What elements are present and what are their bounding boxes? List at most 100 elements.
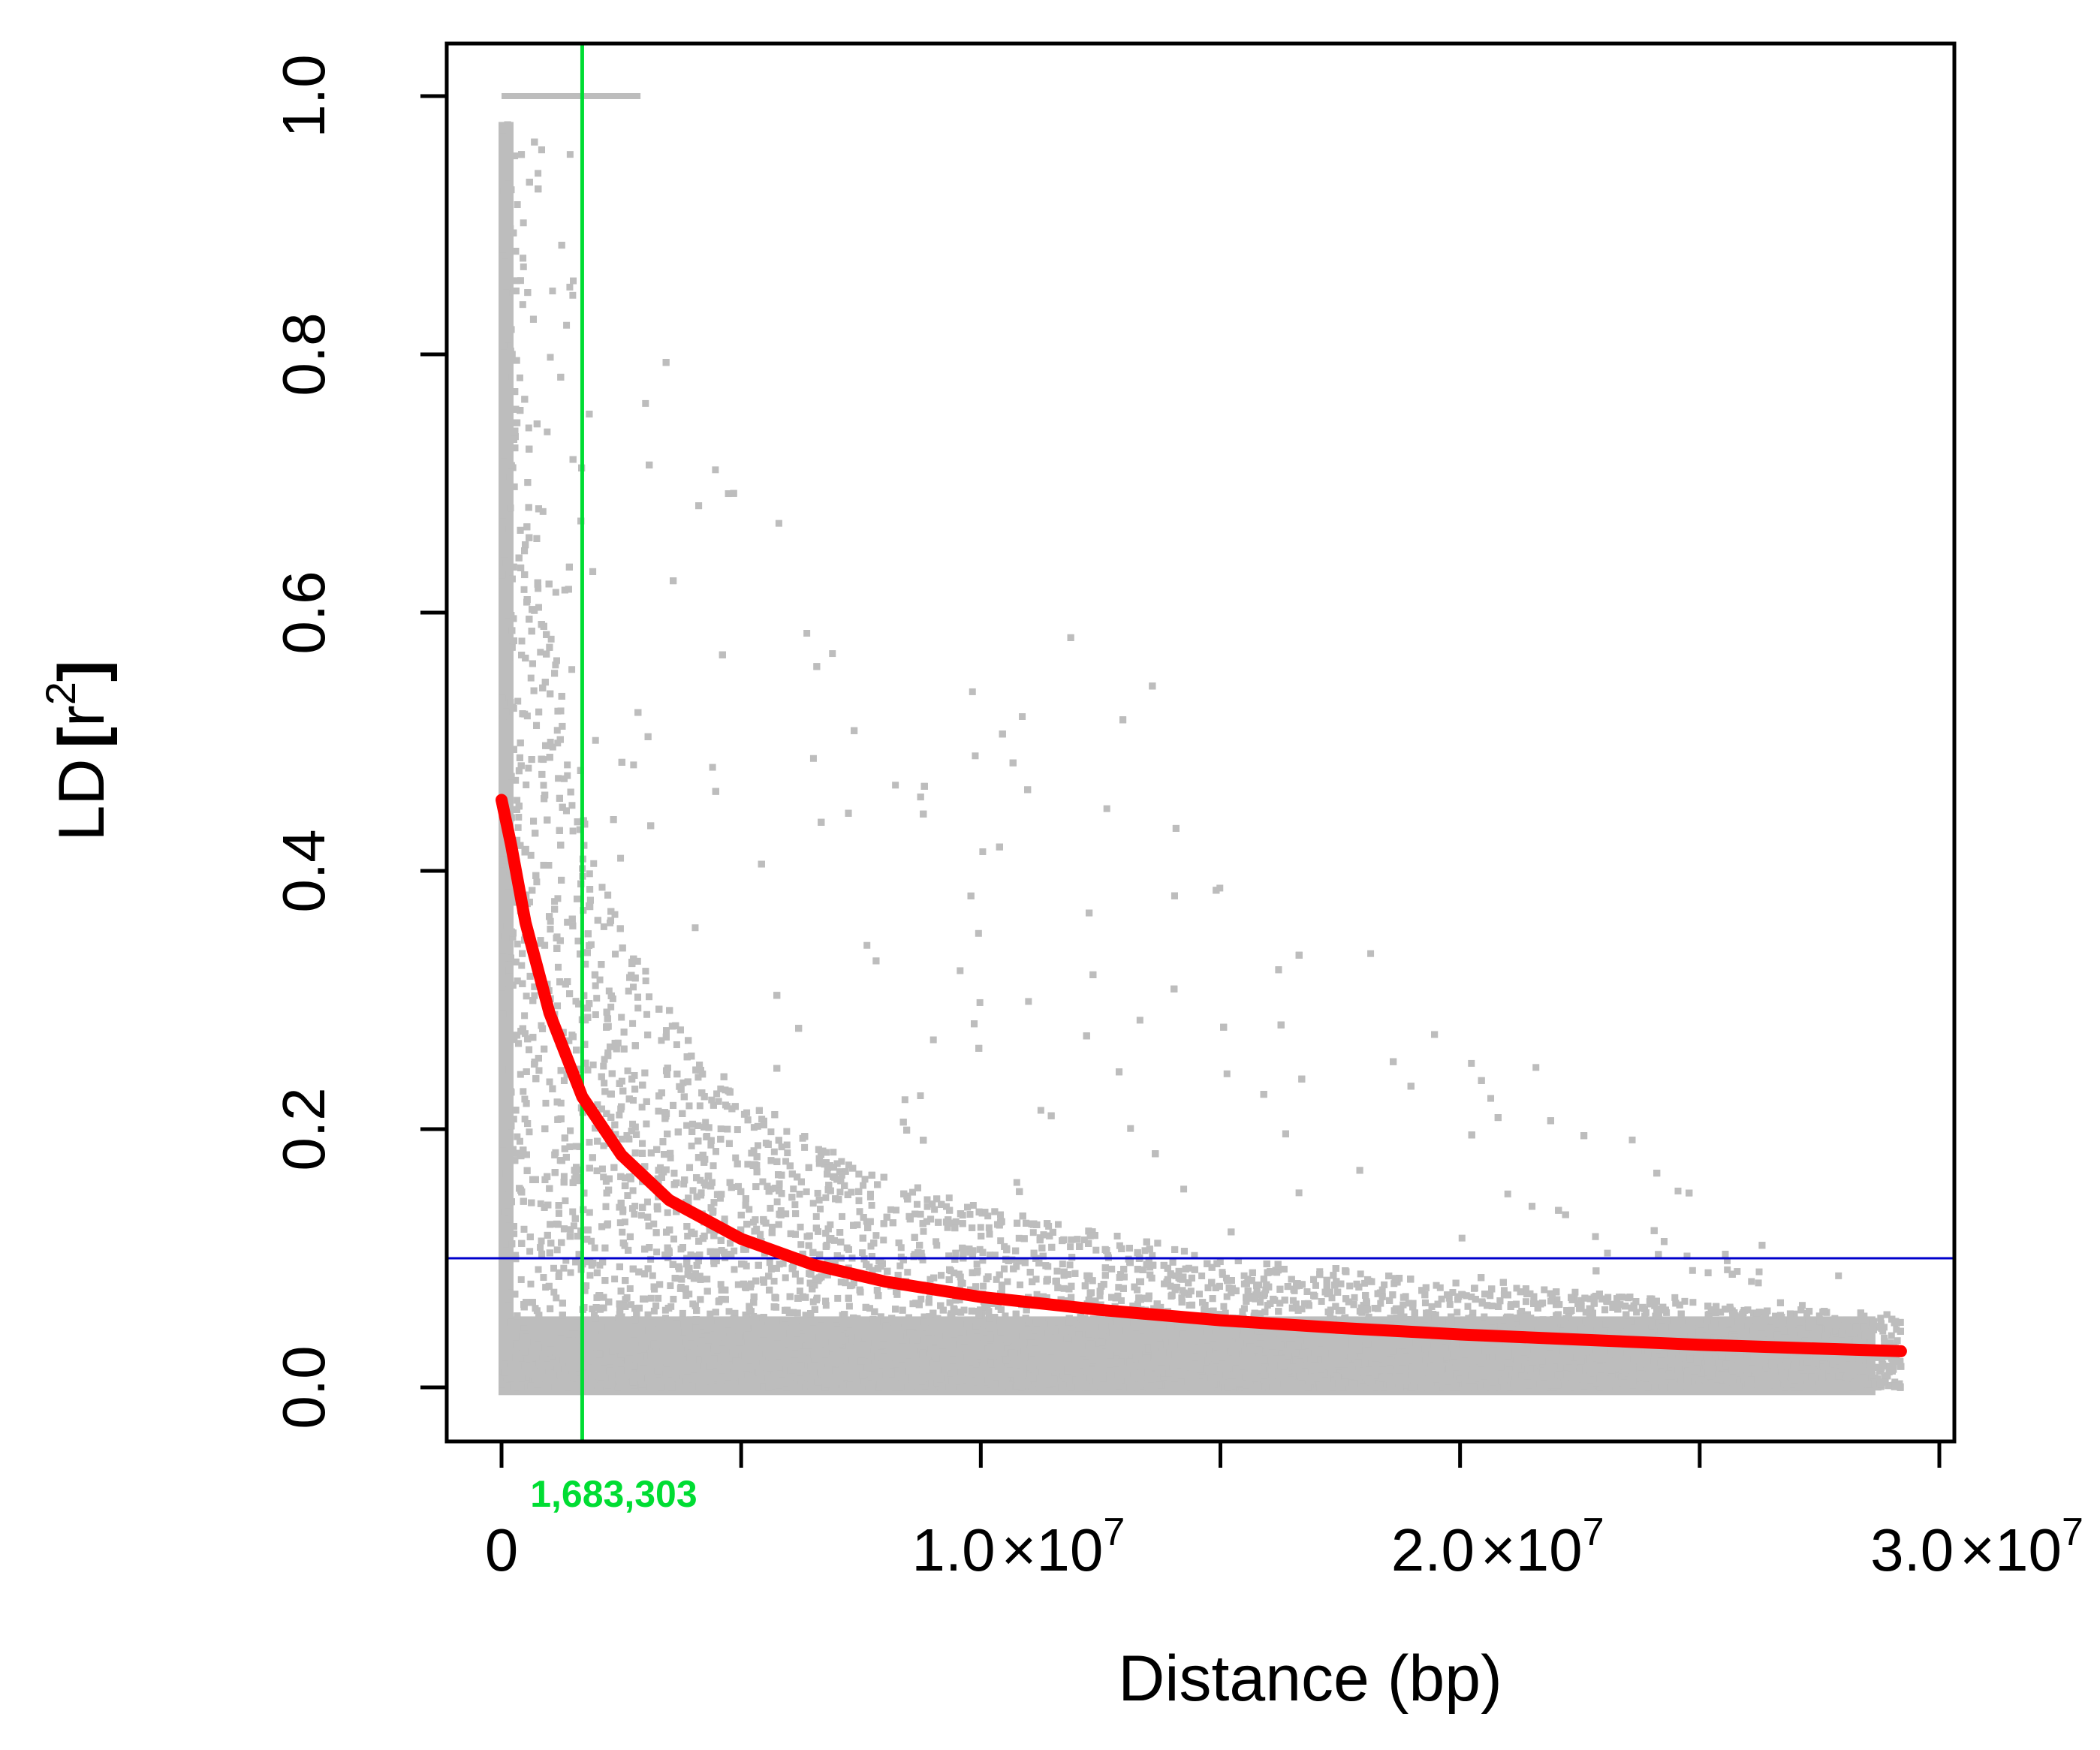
scatter-point bbox=[829, 650, 836, 658]
scatter-point bbox=[1138, 1356, 1146, 1363]
scatter-point bbox=[1734, 1268, 1741, 1276]
scatter-point bbox=[1198, 1272, 1206, 1279]
scatter-point bbox=[673, 1041, 680, 1049]
scatter-point bbox=[512, 1252, 520, 1259]
scatter-point bbox=[997, 1237, 1005, 1245]
scatter-point bbox=[1530, 1293, 1538, 1300]
scatter-point bbox=[618, 1135, 625, 1143]
scatter-point bbox=[979, 848, 987, 855]
scatter-point bbox=[566, 151, 574, 158]
scatter-point bbox=[1019, 713, 1026, 721]
scatter-point bbox=[538, 1237, 545, 1245]
scatter-point bbox=[1303, 1288, 1311, 1296]
scatter-point bbox=[537, 1200, 544, 1207]
scatter-point bbox=[766, 1259, 773, 1267]
scatter-point bbox=[1037, 1107, 1044, 1114]
scatter-point bbox=[554, 963, 562, 971]
scatter-point bbox=[1222, 1309, 1229, 1317]
scatter-point bbox=[1105, 1315, 1113, 1322]
scatter-point bbox=[1724, 1266, 1731, 1273]
scatter-point bbox=[1395, 1320, 1403, 1327]
scatter-point bbox=[842, 1167, 849, 1175]
scatter-point bbox=[684, 1349, 691, 1357]
scatter-point bbox=[631, 1203, 639, 1210]
scatter-point bbox=[843, 1244, 851, 1252]
scatter-point bbox=[1409, 1335, 1417, 1342]
scatter-point bbox=[877, 1313, 884, 1321]
scatter-point bbox=[1842, 1337, 1850, 1345]
scatter-point bbox=[796, 1288, 803, 1295]
scatter-point bbox=[566, 283, 574, 291]
scatter-point bbox=[1083, 1341, 1091, 1348]
scatter-point bbox=[546, 1078, 553, 1086]
scatter-point bbox=[1749, 1365, 1756, 1372]
scatter-point bbox=[500, 1363, 508, 1370]
scatter-point bbox=[562, 1197, 569, 1204]
scatter-point bbox=[716, 1194, 724, 1202]
scatter-point bbox=[1112, 1334, 1119, 1342]
scatter-point bbox=[1151, 1350, 1158, 1357]
scatter-point bbox=[553, 1246, 561, 1254]
scatter-point bbox=[977, 1330, 984, 1337]
scatter-point bbox=[917, 1092, 924, 1100]
scatter-point bbox=[1098, 1358, 1106, 1366]
scatter-point bbox=[1216, 884, 1224, 892]
scatter-point bbox=[521, 1030, 529, 1038]
scatter-point bbox=[1115, 1284, 1122, 1291]
scatter-point bbox=[592, 736, 599, 744]
scatter-point bbox=[1018, 1317, 1026, 1324]
scatter-point bbox=[631, 1071, 638, 1079]
scatter-point bbox=[1582, 1325, 1589, 1333]
scatter-point bbox=[622, 1360, 629, 1368]
scatter-point bbox=[815, 1160, 823, 1167]
scatter-point bbox=[569, 291, 577, 299]
scatter-point bbox=[713, 1250, 720, 1258]
scatter-point bbox=[1541, 1286, 1548, 1294]
scatter-point bbox=[1866, 1381, 1873, 1388]
scatter-point bbox=[848, 1337, 855, 1345]
scatter-point bbox=[1563, 1306, 1571, 1314]
scatter-point bbox=[505, 1008, 512, 1015]
scatter-point bbox=[1755, 1327, 1762, 1335]
scatter-point bbox=[694, 1356, 702, 1363]
scatter-point bbox=[1248, 1294, 1255, 1302]
scatter-point bbox=[707, 1324, 715, 1332]
scatter-point bbox=[597, 1317, 604, 1324]
scatter-point bbox=[920, 1313, 928, 1321]
scatter-point bbox=[1757, 1366, 1764, 1373]
scatter-point bbox=[621, 1218, 628, 1226]
scatter-point bbox=[511, 483, 518, 490]
scatter-point bbox=[508, 575, 516, 583]
scatter-point bbox=[1029, 1229, 1037, 1236]
scatter-point bbox=[730, 1367, 737, 1375]
scatter-point bbox=[1724, 1257, 1731, 1264]
scatter-point bbox=[1755, 1279, 1762, 1287]
scatter-point bbox=[600, 923, 607, 930]
scatter-point bbox=[904, 1269, 911, 1276]
scatter-point bbox=[499, 312, 506, 320]
scatter-point bbox=[527, 674, 535, 682]
scatter-point bbox=[557, 1099, 565, 1107]
scatter-point bbox=[679, 1079, 687, 1086]
scatter-point bbox=[619, 1208, 627, 1215]
scatter-point bbox=[872, 1232, 880, 1239]
scatter-point bbox=[976, 998, 984, 1006]
scatter-point bbox=[582, 960, 589, 968]
scatter-point bbox=[1681, 1297, 1689, 1305]
scatter-point bbox=[1210, 1307, 1217, 1315]
scatter-point bbox=[1060, 1285, 1068, 1292]
scatter-point bbox=[1381, 1281, 1388, 1288]
scatter-point bbox=[600, 1142, 607, 1149]
scatter-point bbox=[1257, 1310, 1264, 1318]
scatter-point bbox=[832, 1322, 839, 1330]
scatter-point bbox=[914, 1324, 921, 1331]
scatter-point bbox=[566, 1143, 574, 1151]
scatter-point bbox=[1205, 1327, 1213, 1334]
scatter-point bbox=[1295, 1189, 1303, 1197]
scatter-point bbox=[655, 1107, 662, 1115]
scatter-point bbox=[1318, 1298, 1325, 1306]
scatter-point bbox=[1447, 1321, 1454, 1329]
scatter-point bbox=[1261, 1292, 1268, 1300]
scatter-point bbox=[541, 1343, 549, 1351]
scatter-point bbox=[758, 1353, 766, 1360]
